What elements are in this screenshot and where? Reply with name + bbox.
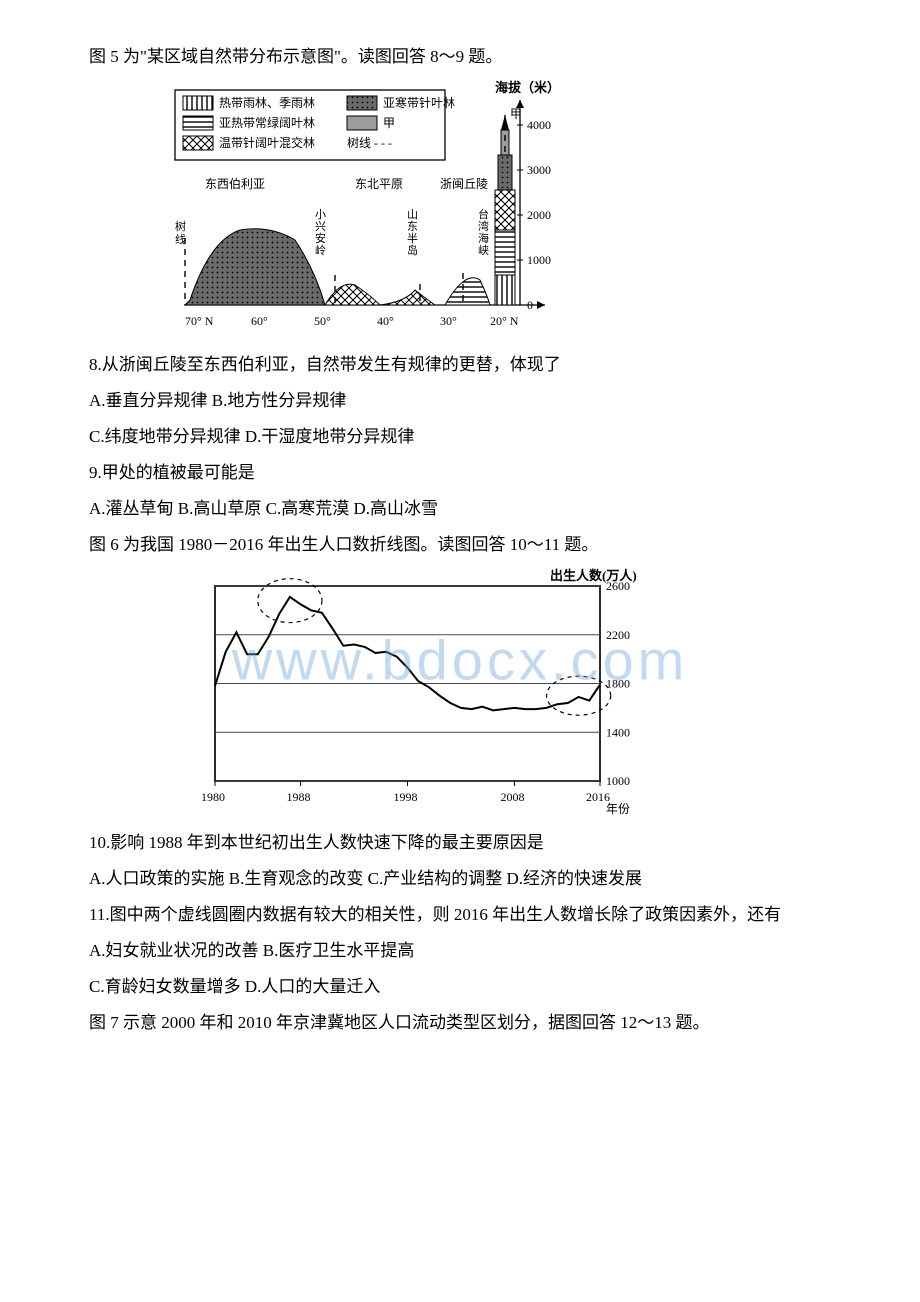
label-jia-point: 甲 — [510, 107, 522, 121]
figure6-intro: 图 6 为我国 1980－2016 年出生人口数折线图。读图回答 10～11 题… — [55, 528, 865, 562]
svg-text:4000: 4000 — [527, 118, 551, 132]
legend-subtropical: 亚热带常绿阔叶林 — [219, 115, 315, 130]
q10-stem: 10.影响 1988 年到本世纪初出生人数快速下降的最主要原因是 — [55, 826, 865, 860]
legend-jia: 甲 — [383, 116, 395, 130]
svg-text:60°: 60° — [251, 314, 268, 328]
svg-text:1400: 1400 — [606, 725, 630, 739]
svg-text:1800: 1800 — [606, 677, 630, 691]
svg-text:1000: 1000 — [527, 253, 551, 267]
label-treeline-left: 树 — [175, 219, 186, 233]
svg-text:1980: 1980 — [201, 790, 225, 804]
legend-rainforest: 热带雨林、季雨林 — [219, 96, 315, 110]
svg-text:半: 半 — [407, 231, 418, 245]
y-ticks: 0 1000 2000 3000 4000 — [517, 118, 551, 312]
svg-text:1000: 1000 — [606, 774, 630, 788]
svg-text:岭: 岭 — [315, 243, 326, 257]
q8-stem: 8.从浙闽丘陵至东西伯利亚，自然带发生有规律的更替，体现了 — [55, 348, 865, 382]
svg-text:50°: 50° — [314, 314, 331, 328]
svg-text:年份: 年份 — [606, 802, 630, 816]
svg-text:3000: 3000 — [527, 163, 551, 177]
figure5-intro: 图 5 为"某区域自然带分布示意图"。读图回答 8～9 题。 — [55, 40, 865, 74]
x-ticks: 70° N 60° 50° 40° 30° 20° N — [185, 314, 519, 328]
svg-text:海: 海 — [478, 231, 489, 245]
figure5: 热带雨林、季雨林 亚寒带针叶林 亚热带常绿阔叶林 甲 温带针阔叶混交林 树线 -… — [55, 80, 865, 340]
q11-options-line1: A.妇女就业状况的改善 B.医疗卫生水平提高 — [55, 934, 865, 968]
legend-mixed: 温带针阔叶混交林 — [219, 135, 315, 150]
figure6: 10001400180022002600出生人数(万人)198019881998… — [55, 568, 865, 818]
svg-text:2200: 2200 — [606, 628, 630, 642]
label-dongbei: 东北平原 — [355, 177, 403, 191]
label-taiwan-strait: 台 — [478, 207, 489, 221]
svg-text:40°: 40° — [377, 314, 394, 328]
y-axis-title: 海拔（米） — [495, 80, 560, 95]
svg-text:兴: 兴 — [315, 220, 326, 233]
q9-stem: 9.甲处的植被最可能是 — [55, 456, 865, 490]
svg-text:0: 0 — [527, 298, 533, 312]
q11-stem: 11.图中两个虚线圆圈内数据有较大的相关性，则 2016 年出生人数增长除了政策… — [55, 898, 865, 932]
legend-treeline: 树线 - - - — [347, 135, 392, 150]
label-xiaoxinganling: 小 — [315, 208, 326, 221]
q10-options: A.人口政策的实施 B.生育观念的改变 C.产业结构的调整 D.经济的快速发展 — [55, 862, 865, 896]
label-east-siberia: 东西伯利亚 — [205, 176, 265, 191]
q11-options-line2: C.育龄妇女数量增多 D.人口的大量迁入 — [55, 970, 865, 1004]
q9-options: A.灌丛草甸 B.高山草原 C.高寒荒漠 D.高山冰雪 — [55, 492, 865, 526]
svg-text:30°: 30° — [440, 314, 457, 328]
svg-text:东: 东 — [407, 220, 418, 233]
svg-text:安: 安 — [315, 231, 326, 245]
svg-text:湾: 湾 — [478, 219, 489, 233]
svg-text:70° N: 70° N — [185, 314, 214, 328]
svg-text:1988: 1988 — [287, 790, 311, 804]
svg-text:线: 线 — [175, 232, 186, 246]
svg-text:峡: 峡 — [478, 243, 489, 257]
q8-options-line1: A.垂直分异规律 B.地方性分异规律 — [55, 384, 865, 418]
q8-options-line2: C.纬度地带分异规律 D.干湿度地带分异规律 — [55, 420, 865, 454]
svg-text:2000: 2000 — [527, 208, 551, 222]
svg-text:岛: 岛 — [407, 243, 418, 257]
svg-text:出生人数(万人): 出生人数(万人) — [550, 568, 637, 583]
svg-text:1998: 1998 — [394, 790, 418, 804]
figure7-intro: 图 7 示意 2000 年和 2010 年京津冀地区人口流动类型区划分，据图回答… — [55, 1006, 865, 1040]
label-zhemin: 浙闽丘陵 — [440, 177, 488, 191]
svg-text:2008: 2008 — [500, 790, 524, 804]
label-shandong: 山 — [407, 208, 418, 221]
legend-boreal: 亚寒带针叶林 — [383, 95, 455, 110]
svg-text:20° N: 20° N — [490, 314, 519, 328]
